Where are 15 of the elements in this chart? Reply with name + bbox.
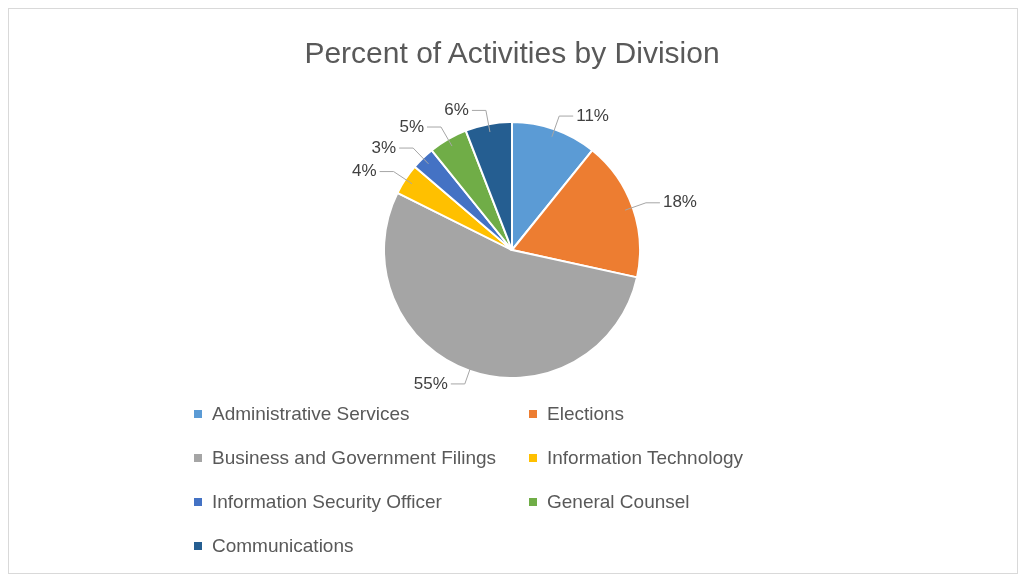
chart-title: Percent of Activities by Division [304,36,720,70]
legend-label: Communications [212,535,354,557]
legend-label: General Counsel [547,491,690,513]
data-label: 18% [662,192,697,212]
legend-label: Information Technology [547,447,744,469]
data-label: 6% [444,100,469,120]
data-label: 11% [576,105,609,125]
legend-label: Administrative Services [212,403,410,425]
data-label: 5% [399,116,424,136]
data-label: 3% [371,137,397,157]
legend-label: Elections [547,403,625,425]
data-label: 4% [352,161,377,181]
legend-label: Business and Government Filings [212,447,497,469]
data-label: 55% [413,373,448,393]
legend-label: Information Security Officer [212,491,442,513]
